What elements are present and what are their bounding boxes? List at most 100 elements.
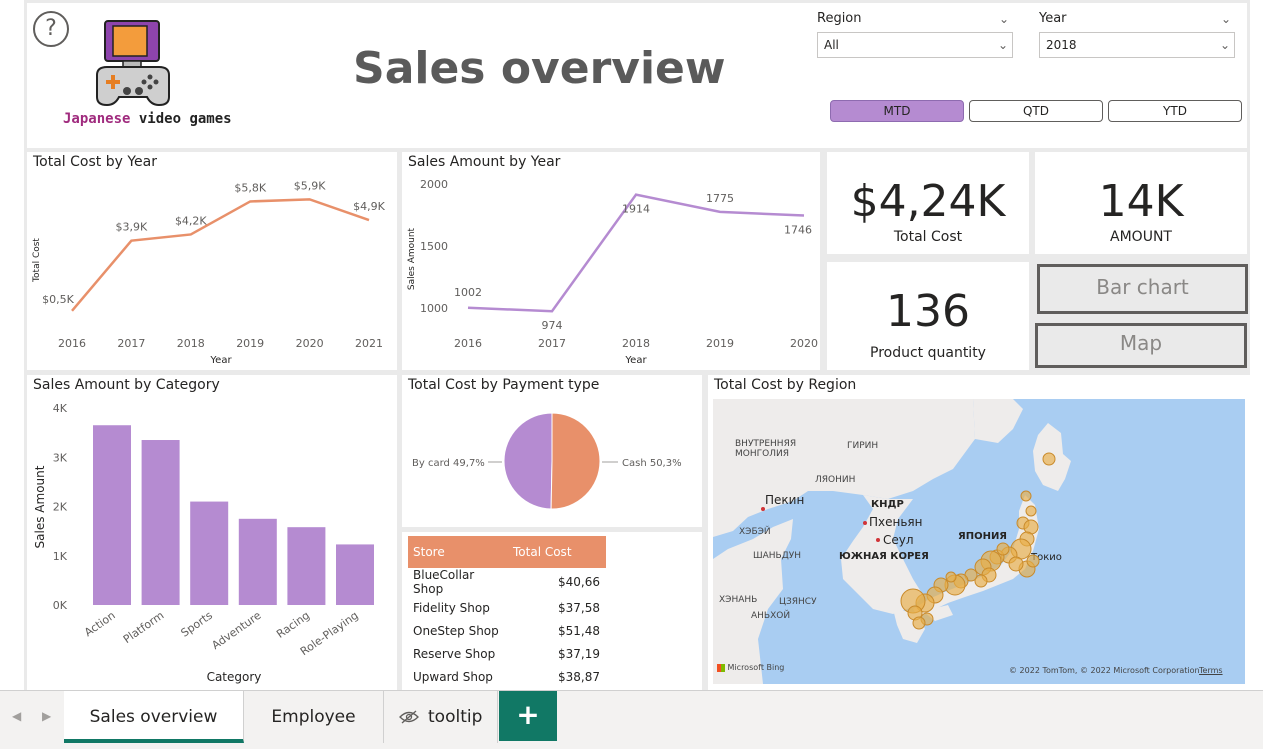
hidden-eye-icon bbox=[398, 710, 419, 724]
region-bubble bbox=[945, 571, 957, 583]
year-slicer-header[interactable]: Year ⌄ bbox=[1039, 6, 1235, 32]
tab-label: Sales overview bbox=[89, 707, 218, 727]
gamepad-logo-icon bbox=[96, 20, 170, 107]
data-label: 1775 bbox=[706, 192, 734, 205]
page-title: Sales overview bbox=[353, 43, 726, 94]
total-cost-line-chart: $0,5K $3,9K $4,2K $5,8K $5,9K $4,9K 2016 2017 20… bbox=[32, 179, 386, 366]
region-map[interactable]: ВНУТРЕННЯЯ МОНГОЛИЯ ГИРИН ЛЯОНИН Пекин К… bbox=[713, 399, 1245, 684]
mtd-button[interactable]: MTD bbox=[830, 100, 964, 122]
y-axis-title: Sales Amount bbox=[407, 227, 417, 290]
total-cost-by-region-card[interactable]: Total Cost by Region ВНУТРЕННЯЯ МОНГОЛИЯ… bbox=[708, 375, 1250, 690]
kpi-label: AMOUNT bbox=[1110, 229, 1172, 245]
kpi-value: 14K bbox=[1098, 176, 1184, 227]
region-bubble bbox=[996, 542, 1010, 556]
left-margin bbox=[0, 0, 24, 690]
cost-cell: $51,48 bbox=[558, 623, 600, 638]
y-tick-label: 2000 bbox=[420, 178, 448, 191]
sales-amount-by-year-card[interactable]: Sales Amount by Year 1000 1500 2000 1002 974… bbox=[402, 152, 820, 370]
cost-cell: $38,87 bbox=[558, 669, 600, 684]
tab-scroll-right-icon[interactable]: ▶ bbox=[42, 709, 52, 723]
store-table-card[interactable]: Store Total Cost BlueCollar Shop $40,66 F… bbox=[402, 532, 702, 690]
region-bubble bbox=[1020, 490, 1032, 502]
tab-employee[interactable]: Employee bbox=[244, 691, 384, 743]
x-tick-label: 2020 bbox=[296, 337, 324, 350]
total-cost-by-year-card[interactable]: Total Cost by Year $0,5K $3,9K $4,2K $5,8K $… bbox=[27, 152, 397, 370]
y-tick-label: 0K bbox=[53, 599, 68, 612]
store-cell: BlueCollar Shop bbox=[413, 568, 475, 596]
slice-label: By card 49,7% bbox=[412, 458, 485, 469]
city-dot bbox=[863, 521, 867, 525]
chevron-down-icon[interactable]: ⌄ bbox=[1220, 12, 1231, 26]
chart-title: Sales Amount by Year bbox=[408, 154, 561, 170]
tab-label: tooltip bbox=[428, 707, 483, 727]
x-tick-label: Platform bbox=[121, 609, 166, 646]
region-slicer: Region ⌄ All ⌄ bbox=[817, 6, 1013, 58]
pie-slice bbox=[503, 412, 553, 510]
chevron-down-icon[interactable]: ⌄ bbox=[998, 12, 1009, 26]
store-table: Store Total Cost BlueCollar Shop $40,66 F… bbox=[408, 536, 606, 688]
map-landmass bbox=[713, 399, 1071, 684]
bar bbox=[238, 518, 277, 605]
x-tick-label: 2018 bbox=[177, 337, 205, 350]
help-icon[interactable]: ? bbox=[33, 11, 69, 47]
data-label: 974 bbox=[542, 319, 563, 332]
kpi-label: Total Cost bbox=[893, 229, 963, 245]
store-cell: Reserve Shop bbox=[413, 646, 496, 661]
tab-sales-overview[interactable]: Sales overview bbox=[64, 691, 244, 743]
payment-pie-chart: By card 49,7% Cash 50,3% bbox=[412, 412, 682, 510]
region-slicer-label: Region bbox=[817, 11, 862, 26]
qtd-button[interactable]: QTD bbox=[969, 100, 1103, 122]
year-dropdown[interactable]: 2018 ⌄ bbox=[1039, 32, 1235, 58]
map-button[interactable]: Map bbox=[1035, 323, 1247, 368]
column-header-store[interactable]: Store bbox=[408, 536, 508, 568]
tab-scroll-left-icon[interactable]: ◀ bbox=[12, 709, 22, 723]
sales-amount-line-chart: 1000 1500 2000 1002 974 1914 1775 1746 2016 2017 2… bbox=[407, 178, 818, 366]
kpi-value: 136 bbox=[886, 286, 970, 337]
y-tick-label: 3K bbox=[53, 451, 68, 464]
map-label-japan: ЯПОНИЯ bbox=[958, 531, 1008, 542]
column-header-total-cost[interactable]: Total Cost bbox=[508, 536, 606, 568]
bar bbox=[141, 440, 180, 605]
region-dropdown-value: All bbox=[824, 38, 839, 52]
sales-amount-by-category-card[interactable]: Sales Amount by Category 0K 1K 2K 3K 4K Actio… bbox=[27, 375, 397, 690]
map-label-girin: ГИРИН bbox=[847, 441, 879, 451]
chart-title: Total Cost by Year bbox=[33, 154, 157, 170]
map-label-north-korea: КНДР bbox=[871, 499, 904, 510]
slice-label: Cash 50,3% bbox=[622, 458, 682, 469]
region-slicer-header[interactable]: Region ⌄ bbox=[817, 6, 1013, 32]
tab-label: Employee bbox=[271, 707, 356, 727]
tab-tooltip[interactable]: tooltip bbox=[384, 691, 498, 743]
data-label: 1746 bbox=[784, 223, 812, 236]
bing-credit-text: Microsoft Bing bbox=[727, 663, 785, 672]
kpi-value: $4,24K bbox=[850, 176, 1006, 227]
total-cost-by-payment-card[interactable]: Total Cost by Payment type By card 49,7%… bbox=[402, 375, 702, 527]
region-bubble bbox=[1008, 556, 1024, 572]
store-cell: Fidelity Shop bbox=[413, 600, 490, 615]
cost-cell: $40,66 bbox=[558, 575, 600, 589]
data-label: $5,9K bbox=[294, 179, 326, 192]
map-label-anhui: АНЬХОЙ bbox=[751, 611, 791, 621]
year-slicer: Year ⌄ 2018 ⌄ bbox=[1039, 6, 1235, 58]
logo-text-japanese: Japanese bbox=[63, 111, 131, 127]
map-terms-link[interactable]: Terms bbox=[1199, 666, 1223, 675]
right-margin bbox=[1250, 0, 1263, 690]
data-label: 1914 bbox=[622, 203, 650, 216]
data-label: $4,2K bbox=[175, 214, 207, 227]
ytd-button[interactable]: YTD bbox=[1108, 100, 1242, 122]
bar bbox=[336, 544, 374, 605]
bar-chart-button[interactable]: Bar chart bbox=[1037, 264, 1248, 314]
kpi-product-quantity: 136 Product quantity bbox=[827, 262, 1029, 370]
series-line bbox=[467, 193, 805, 313]
table-row: Fidelity Shop $37,58 bbox=[408, 596, 606, 619]
map-label-shandong: ШАНЬДУН bbox=[753, 551, 802, 561]
kpi-total-cost: $4,24K Total Cost bbox=[827, 152, 1029, 254]
x-tick-label: 2016 bbox=[454, 337, 482, 350]
city-dot bbox=[761, 507, 765, 511]
bar bbox=[287, 527, 326, 605]
region-dropdown[interactable]: All ⌄ bbox=[817, 32, 1013, 58]
chevron-down-icon: ⌄ bbox=[1219, 38, 1230, 52]
y-tick-label: 1000 bbox=[420, 302, 448, 315]
add-page-button[interactable]: + bbox=[499, 691, 557, 741]
chart-title: Total Cost by Region bbox=[714, 377, 857, 393]
